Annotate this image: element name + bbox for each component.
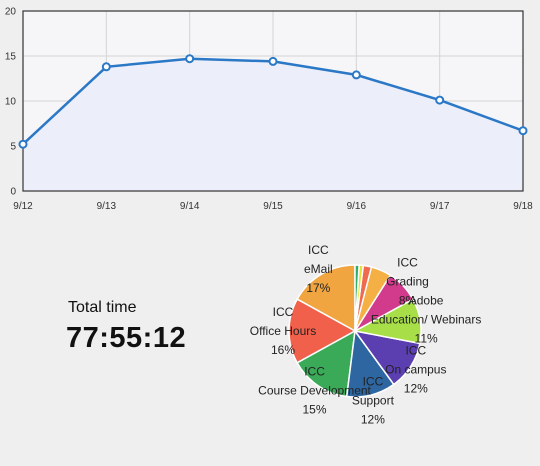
- pie-slice-label: ICC eMail 17%: [304, 243, 333, 295]
- y-tick-label: 20: [5, 7, 17, 18]
- data-point: [351, 70, 361, 80]
- data-point: [518, 126, 528, 136]
- x-tick-label: 9/14: [180, 201, 200, 212]
- data-point: [435, 95, 445, 105]
- data-point: [268, 56, 278, 66]
- pie-slice-label: ICC Support 12%: [352, 375, 395, 427]
- data-point: [101, 62, 111, 72]
- data-point: [18, 139, 28, 149]
- line-area-fill: [23, 58, 523, 192]
- pie-slice: [288, 298, 357, 364]
- x-tick-label: 9/16: [347, 201, 367, 212]
- pie-slice-label: ICC On campus 12%: [385, 344, 446, 396]
- y-tick-label: 15: [5, 52, 17, 63]
- y-tick-label: 10: [5, 97, 17, 108]
- total-time-value: 77:55:12: [66, 322, 187, 354]
- pie-slice: [354, 264, 360, 332]
- y-tick-label: 5: [10, 142, 16, 153]
- pie-slice: [296, 264, 356, 333]
- pie-slice-label: Adobe Education/ Webinars 11%: [371, 294, 482, 346]
- line-chart: 0 5 10 15 20 9/12 9/13 9/14 9/15 9/16 9/17 9/18: [5, 7, 533, 213]
- x-tick-label: 9/13: [97, 201, 117, 212]
- plot-area-border: [22, 10, 524, 192]
- pie-slice-label: ICC Office Hours 16%: [250, 305, 316, 357]
- pie-slice-label: ICC Grading 8%: [386, 256, 429, 308]
- pie-slice-label: ICC Course Development 15%: [258, 365, 371, 417]
- y-tick-label: 0: [10, 187, 16, 198]
- data-point: [185, 54, 195, 64]
- x-tick-label: 9/17: [430, 201, 450, 212]
- x-tick-label: 9/15: [263, 201, 283, 212]
- total-time-label: Total time: [68, 299, 137, 316]
- x-tick-label: 9/12: [13, 201, 33, 212]
- pie-slice: [296, 329, 356, 398]
- x-tick-label: 9/18: [513, 201, 533, 212]
